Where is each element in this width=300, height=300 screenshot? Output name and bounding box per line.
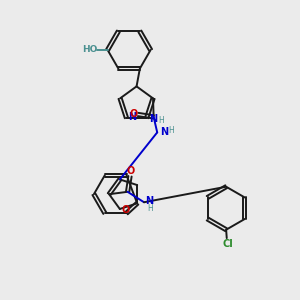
Text: N: N <box>145 196 154 206</box>
Text: N: N <box>149 114 158 124</box>
Text: N: N <box>160 127 168 137</box>
Text: O: O <box>126 166 134 176</box>
Text: Cl: Cl <box>223 239 233 249</box>
Text: H: H <box>148 204 154 213</box>
Text: HO: HO <box>82 46 98 55</box>
Text: H: H <box>168 126 174 135</box>
Text: H: H <box>158 116 164 124</box>
Text: O: O <box>121 205 129 214</box>
Text: N: N <box>128 112 136 122</box>
Text: O: O <box>129 109 137 119</box>
